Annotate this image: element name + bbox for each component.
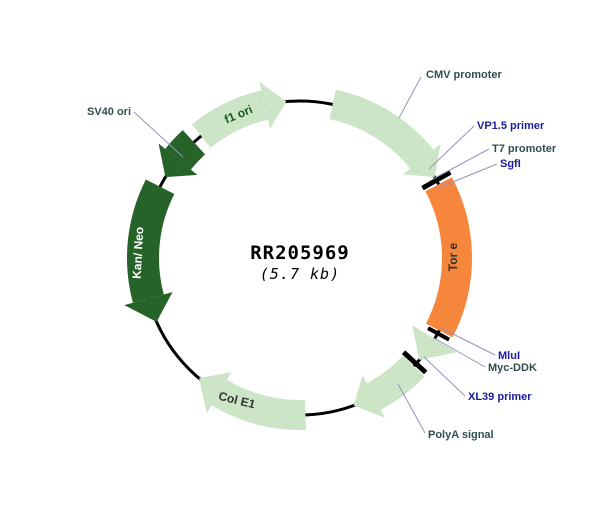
kan-neo-arrow-head: [124, 292, 173, 322]
tore-label: Tor e: [446, 242, 460, 271]
tore-orf-arc: [425, 177, 472, 338]
kan-neo-arrow: [127, 179, 175, 303]
xl39-tick: [401, 350, 428, 375]
sv40-ori-arrow: [165, 130, 206, 170]
myc-ddk-arrowhead: [412, 325, 457, 360]
sgfi-tick: [421, 170, 452, 191]
mlui-label: MluI: [498, 350, 520, 362]
cmv-promoter-arrow: [329, 89, 434, 169]
mlui-tick: [427, 326, 451, 342]
sgfi-leader-line: [437, 163, 498, 189]
xl39-primer-label: XL39 primer: [468, 391, 532, 403]
sv40-ori-leader-line: [133, 111, 184, 158]
vp15-primer-leader-line: [428, 125, 475, 170]
col-e1-arrow: [211, 379, 306, 430]
myc-ddk-leader-line: [433, 337, 486, 368]
cmv-promoter-arrow-head: [403, 144, 441, 178]
cmv-promoter-leader-line: [398, 76, 422, 119]
polya-signal-arrow-head: [353, 375, 385, 418]
sv40-ori-label: SV40 ori: [87, 106, 131, 118]
f1-ori-arrow-head: [259, 81, 287, 129]
polya-signal-arrow: [366, 355, 425, 410]
sgfi-label: SgfI: [500, 158, 521, 170]
mlui-leader-line: [440, 327, 496, 356]
sv40-ori-arrow-head: [158, 143, 198, 178]
polya-signal-label: PolyA signal: [428, 429, 494, 441]
col-e1-arrow-head: [199, 372, 232, 414]
t7-promoter-leader-line: [432, 148, 490, 180]
cmv-promoter-label: CMV promoter: [426, 69, 503, 81]
xl39-primer-leader-line: [423, 356, 466, 397]
vp15-primer-label: VP1.5 primer: [477, 120, 545, 132]
t7-promoter-label: T7 promoter: [492, 143, 557, 155]
kan-neo-label: Kan/ Neo: [130, 226, 147, 279]
polya-signal-leader-line: [397, 383, 426, 434]
f1-ori-arrow: [191, 90, 269, 148]
myc-ddk-label: Myc-DDK: [488, 362, 537, 374]
